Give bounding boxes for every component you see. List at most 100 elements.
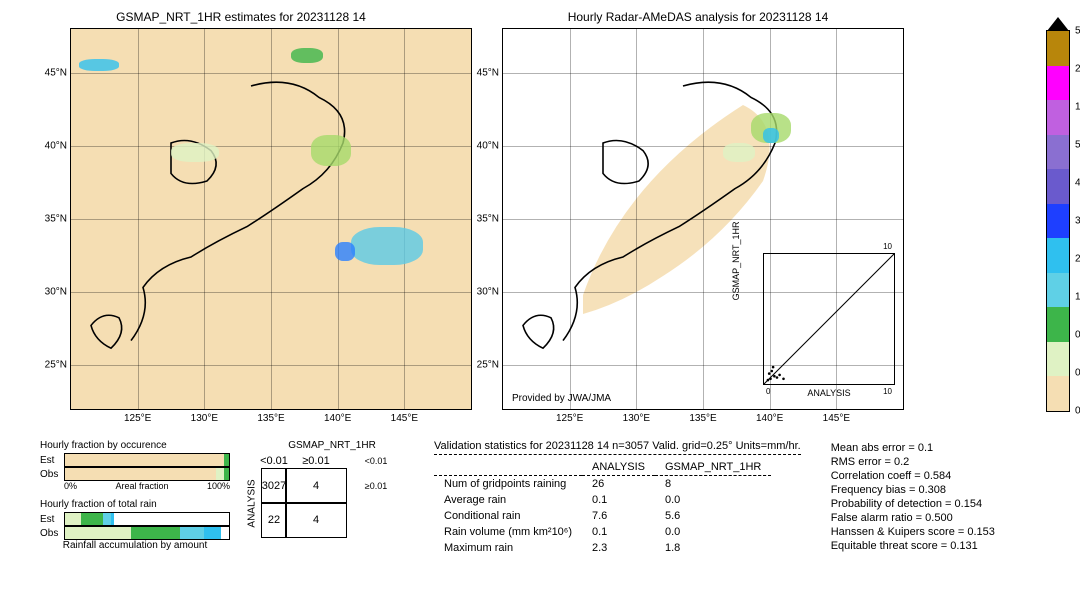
metric-line: Hanssen & Kuipers score = 0.153 [831, 526, 995, 538]
val-metrics: Mean abs error = 0.1RMS error = 0.2Corre… [831, 440, 995, 559]
colorbar-tick: 10 [1075, 102, 1080, 113]
bar-row-label: Obs [40, 469, 64, 480]
ct-grid: ANALYSIS <0.01 ≥0.01 <0.01 3027 4 ≥0.01 … [242, 453, 422, 537]
ct-rowhead-1: ≥0.01 [365, 481, 387, 491]
val-label: Maximum rain [434, 540, 582, 556]
ytick: 25°N [477, 360, 503, 371]
val-col-1: GSMAP_NRT_1HR [655, 459, 771, 476]
ytick: 35°N [45, 214, 71, 225]
xtick: 135°E [257, 409, 284, 424]
bar-segment [65, 513, 81, 525]
colorbar: 502510543210.50.010 [1046, 30, 1070, 412]
colorbar-segment [1047, 135, 1069, 170]
precip-patch [291, 48, 323, 63]
precip-patch [79, 59, 119, 70]
ytick: 30°N [477, 287, 503, 298]
bar-segment [224, 468, 229, 480]
inset-tick-max-y: 10 [883, 242, 892, 251]
precip-patch [311, 135, 351, 165]
inset-tick-max-x: 10 [883, 387, 892, 396]
colorbar-segment [1047, 273, 1069, 308]
colorbar-tick: 0.5 [1075, 330, 1080, 341]
table-row: Average rain0.10.0 [434, 492, 771, 508]
bar-row-label: Obs [40, 528, 64, 539]
ytick: 40°N [45, 140, 71, 151]
bar-segment [65, 527, 131, 539]
bar-track [64, 512, 230, 526]
ct-cell-01: 4 [285, 468, 347, 504]
ytick: 45°N [477, 67, 503, 78]
colorbar-segment [1047, 66, 1069, 101]
bar-segment [103, 513, 111, 525]
bar-row-label: Est [40, 514, 64, 525]
colorbar-tick: 1 [1075, 292, 1080, 303]
axis-mid: Areal fraction [115, 481, 168, 491]
val-col-0: ANALYSIS [582, 459, 655, 476]
val-b: 0.0 [655, 492, 771, 508]
xtick: 130°E [623, 409, 650, 424]
xtick: 135°E [689, 409, 716, 424]
bar-row-label: Est [40, 455, 64, 466]
colorbar-segment [1047, 376, 1069, 411]
ct-cell-11: 4 [285, 502, 347, 538]
ct-yaxis: ANALYSIS [247, 479, 258, 527]
table-row: Conditional rain7.65.6 [434, 508, 771, 524]
bar-segment [224, 454, 229, 466]
ct-colhead-1: ≥0.01 [302, 455, 329, 467]
ct-colhead-0: <0.01 [260, 455, 288, 467]
val-a: 26 [582, 476, 655, 493]
bar-row: Obs [40, 526, 230, 540]
colorbar-segment [1047, 31, 1069, 66]
val-b: 0.0 [655, 524, 771, 540]
colorbar-tick: 5 [1075, 140, 1080, 151]
colorbar-tick: 4 [1075, 178, 1080, 189]
ytick: 35°N [477, 214, 503, 225]
bar-occ-title: Hourly fraction by occurence [40, 440, 230, 451]
axis-0: 0% [64, 481, 77, 491]
metric-line: Correlation coeff = 0.584 [831, 470, 995, 482]
bar-occurrence: Hourly fraction by occurence Est Obs 0% A… [40, 440, 230, 491]
bar-occ-axis: 0% Areal fraction 100% [40, 481, 230, 491]
precip-patch [763, 128, 779, 143]
xtick: 125°E [556, 409, 583, 424]
colorbar-tick: 50 [1075, 26, 1080, 37]
bar-row: Obs [40, 467, 230, 481]
colorbar-segment [1047, 100, 1069, 135]
inset-xlabel: ANALYSIS [764, 388, 894, 398]
bar-row: Est [40, 512, 230, 526]
val-a: 7.6 [582, 508, 655, 524]
xtick: 140°E [756, 409, 783, 424]
bar-tot-caption: Rainfall accumulation by amount [40, 540, 230, 551]
ytick: 25°N [45, 360, 71, 371]
ct-title: GSMAP_NRT_1HR [242, 440, 422, 451]
bar-track [64, 467, 230, 481]
xtick: 130°E [191, 409, 218, 424]
colorbar-tick: 0.01 [1075, 368, 1080, 379]
maps-row: GSMAP_NRT_1HR estimates for 20231128 14 … [10, 10, 1070, 430]
xtick: 145°E [823, 409, 850, 424]
val-header: Validation statistics for 20231128 14 n=… [434, 440, 801, 455]
radar-panel: Hourly Radar-AMeDAS analysis for 2023112… [492, 10, 904, 430]
bar-track [64, 453, 230, 467]
colorbar-segment [1047, 342, 1069, 377]
axis-100: 100% [207, 481, 230, 491]
val-b: 5.6 [655, 508, 771, 524]
metric-line: RMS error = 0.2 [831, 456, 995, 468]
table-row: Rain volume (mm km²10⁶)0.10.0 [434, 524, 771, 540]
xtick: 140°E [324, 409, 351, 424]
bar-segment [65, 468, 216, 480]
bar-row: Est [40, 453, 230, 467]
bar-track [64, 526, 230, 540]
bar-totalrain: Hourly fraction of total rain Est Obs Rai… [40, 499, 230, 551]
colorbar-tick: 0 [1075, 406, 1080, 417]
colorbar-tick: 3 [1075, 216, 1080, 227]
bar-tot-title: Hourly fraction of total rain [40, 499, 230, 510]
contingency: GSMAP_NRT_1HR ANALYSIS <0.01 ≥0.01 <0.01… [242, 440, 422, 559]
bar-segment [131, 527, 180, 539]
val-b: 8 [655, 476, 771, 493]
val-a: 0.1 [582, 492, 655, 508]
xtick: 125°E [124, 409, 151, 424]
val-label: Average rain [434, 492, 582, 508]
colorbar-overflow-icon [1047, 17, 1069, 31]
ct-cell-00: 3027 [261, 468, 287, 504]
